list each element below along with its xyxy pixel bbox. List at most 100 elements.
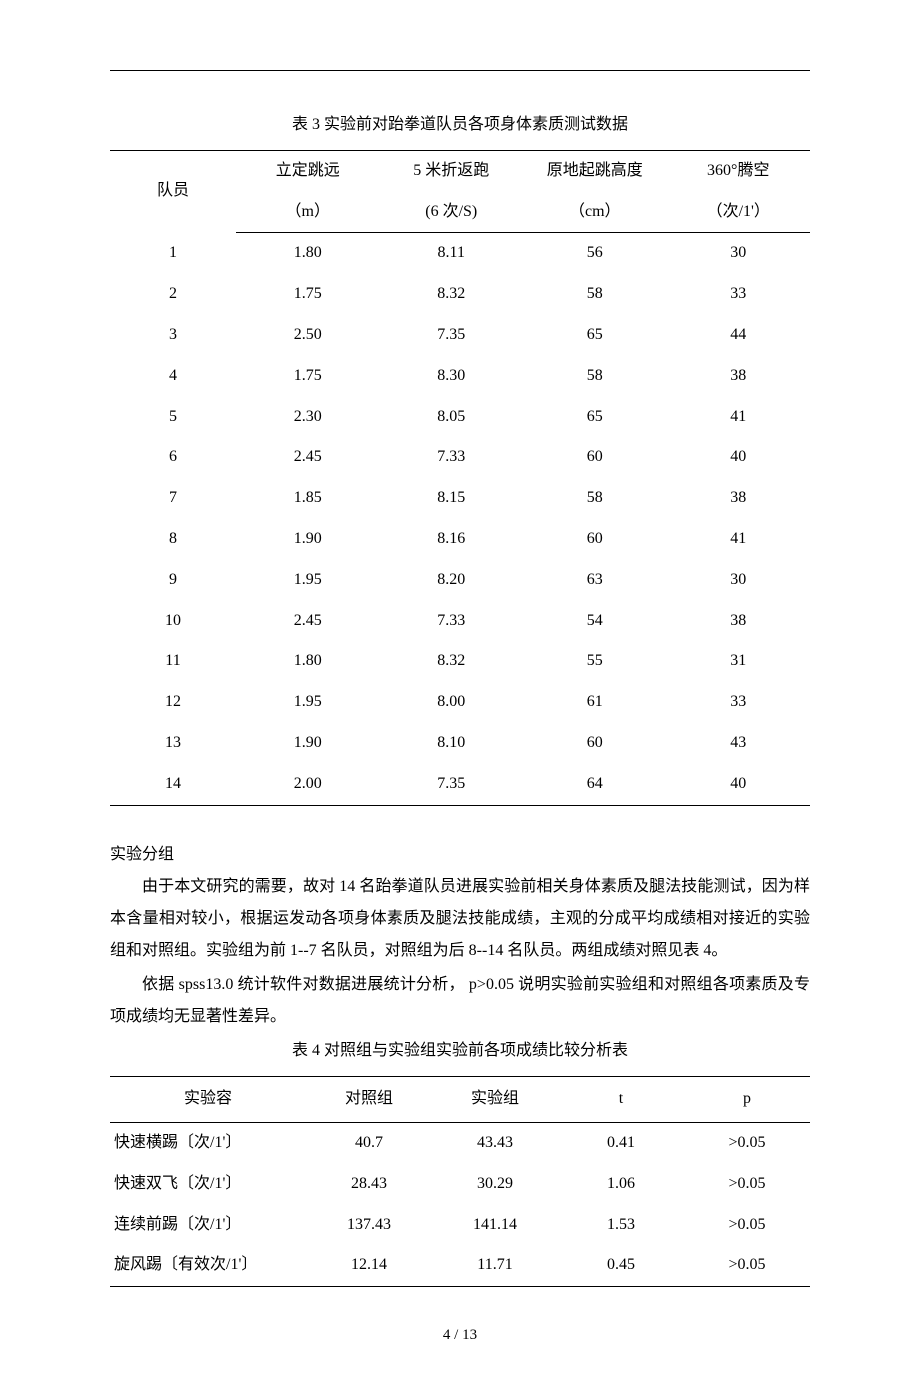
table-row: 102.457.335438 xyxy=(110,601,810,642)
table-cell: 58 xyxy=(523,274,667,315)
table3-header-col5-line2: （次/1'） xyxy=(667,192,811,233)
table-row: 41.758.305838 xyxy=(110,356,810,397)
table-cell: 65 xyxy=(523,397,667,438)
table-cell: 旋风踢〔有效次/1'〕 xyxy=(110,1245,306,1286)
table-cell: 33 xyxy=(667,682,811,723)
page-header-divider xyxy=(110,70,810,71)
table-cell: 7.35 xyxy=(380,315,524,356)
table-cell: 63 xyxy=(523,560,667,601)
table-cell: 31 xyxy=(667,641,811,682)
table-cell: 11.71 xyxy=(432,1245,558,1286)
table-cell: 2.50 xyxy=(236,315,380,356)
table-cell: 41 xyxy=(667,519,811,560)
table-cell: 8.05 xyxy=(380,397,524,438)
table-cell: 44 xyxy=(667,315,811,356)
table3-header-col2-line1: 立定跳远 xyxy=(236,150,380,191)
table-row: 62.457.336040 xyxy=(110,437,810,478)
table-cell: 0.45 xyxy=(558,1245,684,1286)
table4-header-col1: 实验容 xyxy=(110,1077,306,1123)
table-cell: 1.06 xyxy=(558,1164,684,1205)
table-cell: 9 xyxy=(110,560,236,601)
table-cell: 65 xyxy=(523,315,667,356)
table-cell: 1.95 xyxy=(236,560,380,601)
table-cell: 38 xyxy=(667,478,811,519)
table-row: 71.858.155838 xyxy=(110,478,810,519)
table4-header-col3: 实验组 xyxy=(432,1077,558,1123)
table-cell: 38 xyxy=(667,601,811,642)
table-cell: 5 xyxy=(110,397,236,438)
table-cell: 7.35 xyxy=(380,764,524,805)
table-cell: 1.53 xyxy=(558,1205,684,1246)
table3: 队员 立定跳远 5 米折返跑 原地起跳高度 360°腾空 （m） (6 次/S)… xyxy=(110,150,810,806)
table-cell: 1.75 xyxy=(236,274,380,315)
table-cell: 8.00 xyxy=(380,682,524,723)
table-cell: 1.95 xyxy=(236,682,380,723)
table3-body: 11.808.11563021.758.32583332.507.3565444… xyxy=(110,233,810,805)
table-cell: 2.45 xyxy=(236,437,380,478)
table-row: 11.808.115630 xyxy=(110,233,810,274)
table-cell: 28.43 xyxy=(306,1164,432,1205)
table-cell: 137.43 xyxy=(306,1205,432,1246)
table-cell: 8.15 xyxy=(380,478,524,519)
section-heading: 实验分组 xyxy=(110,841,810,870)
table3-header-col3-line1: 5 米折返跑 xyxy=(380,150,524,191)
table-cell: 43 xyxy=(667,723,811,764)
table-cell: 8.32 xyxy=(380,274,524,315)
table-cell: 快速双飞〔次/1'〕 xyxy=(110,1164,306,1205)
table-cell: 7.33 xyxy=(380,601,524,642)
table-cell: 8.20 xyxy=(380,560,524,601)
table-cell: 56 xyxy=(523,233,667,274)
table-cell: 8 xyxy=(110,519,236,560)
table-row: 快速横踢〔次/1'〕40.743.430.41>0.05 xyxy=(110,1122,810,1163)
table-row: 111.808.325531 xyxy=(110,641,810,682)
table-cell: 41 xyxy=(667,397,811,438)
table-cell: 54 xyxy=(523,601,667,642)
table-row: 52.308.056541 xyxy=(110,397,810,438)
table-cell: 60 xyxy=(523,723,667,764)
table-cell: 2.00 xyxy=(236,764,380,805)
table-cell: 38 xyxy=(667,356,811,397)
table-cell: 4 xyxy=(110,356,236,397)
table-cell: 58 xyxy=(523,356,667,397)
table-cell: 141.14 xyxy=(432,1205,558,1246)
table-cell: >0.05 xyxy=(684,1245,810,1286)
table-cell: >0.05 xyxy=(684,1205,810,1246)
table-cell: 8.11 xyxy=(380,233,524,274)
table-cell: 1.90 xyxy=(236,519,380,560)
table-cell: 快速横踢〔次/1'〕 xyxy=(110,1122,306,1163)
table-cell: 8.10 xyxy=(380,723,524,764)
table-row: 快速双飞〔次/1'〕28.4330.291.06>0.05 xyxy=(110,1164,810,1205)
table-cell: 12 xyxy=(110,682,236,723)
table-cell: 58 xyxy=(523,478,667,519)
body-text: 实验分组 由于本文研究的需要，故对 14 名跆拳道队员进展实验前相关身体素质及腿… xyxy=(110,841,810,1034)
table-row: 91.958.206330 xyxy=(110,560,810,601)
table-cell: 1 xyxy=(110,233,236,274)
table-cell: 7 xyxy=(110,478,236,519)
table-cell: 0.41 xyxy=(558,1122,684,1163)
table-cell: 1.85 xyxy=(236,478,380,519)
table-row: 81.908.166041 xyxy=(110,519,810,560)
table-cell: 10 xyxy=(110,601,236,642)
table-row: 131.908.106043 xyxy=(110,723,810,764)
table-cell: 1.90 xyxy=(236,723,380,764)
table-cell: 连续前踢〔次/1'〕 xyxy=(110,1205,306,1246)
table-cell: 1.80 xyxy=(236,641,380,682)
paragraph-2: 依据 spss13.0 统计软件对数据进展统计分析， p>0.05 说明实验前实… xyxy=(110,969,810,1033)
table3-header-col2-line2: （m） xyxy=(236,192,380,233)
table-cell: 12.14 xyxy=(306,1245,432,1286)
table-row: 142.007.356440 xyxy=(110,764,810,805)
table-cell: 1.80 xyxy=(236,233,380,274)
table4-header-col4: t xyxy=(558,1077,684,1123)
table-cell: 30 xyxy=(667,560,811,601)
table-cell: 64 xyxy=(523,764,667,805)
table-cell: 40.7 xyxy=(306,1122,432,1163)
table-cell: 8.30 xyxy=(380,356,524,397)
table4-body: 快速横踢〔次/1'〕40.743.430.41>0.05快速双飞〔次/1'〕28… xyxy=(110,1122,810,1286)
table-cell: 40 xyxy=(667,437,811,478)
table-cell: 40 xyxy=(667,764,811,805)
table-cell: 11 xyxy=(110,641,236,682)
table-cell: 2.45 xyxy=(236,601,380,642)
table-cell: 61 xyxy=(523,682,667,723)
table-cell: 8.32 xyxy=(380,641,524,682)
table-cell: 30.29 xyxy=(432,1164,558,1205)
